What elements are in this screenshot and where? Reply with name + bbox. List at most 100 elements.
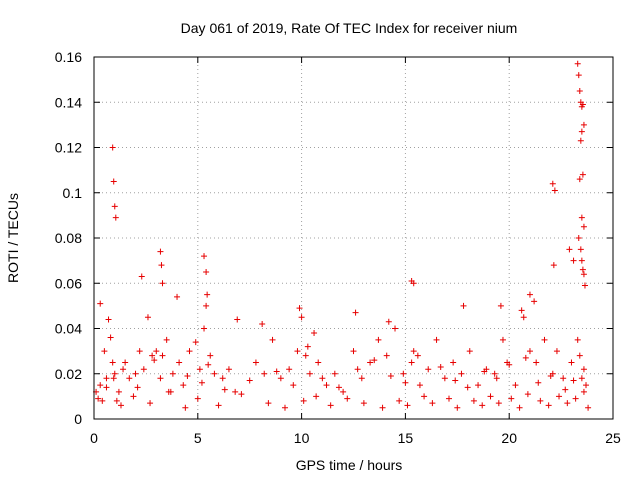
data-point xyxy=(313,393,320,400)
data-point xyxy=(234,316,241,323)
data-point xyxy=(375,336,382,343)
data-point xyxy=(497,302,504,309)
data-point xyxy=(215,402,222,409)
data-point xyxy=(130,393,137,400)
y-tick-label: 0.12 xyxy=(55,140,82,156)
y-tick-label: 0.1 xyxy=(63,185,83,201)
data-point xyxy=(259,320,266,327)
data-point xyxy=(323,382,330,389)
data-point xyxy=(367,359,374,366)
data-point xyxy=(97,300,104,307)
data-point xyxy=(144,314,151,321)
data-point xyxy=(157,375,164,382)
data-point xyxy=(140,366,147,373)
data-point xyxy=(111,203,118,210)
data-point xyxy=(580,366,587,373)
data-point xyxy=(134,384,141,391)
data-point xyxy=(149,352,156,359)
data-point xyxy=(132,370,139,377)
data-point xyxy=(580,271,587,278)
y-tick-label: 0.08 xyxy=(55,230,82,246)
data-point xyxy=(252,359,259,366)
y-tick-label: 0.06 xyxy=(55,275,82,291)
data-point xyxy=(437,363,444,370)
data-point xyxy=(158,262,165,269)
data-point xyxy=(579,171,586,178)
data-point xyxy=(416,382,423,389)
x-tick-label: 0 xyxy=(90,430,98,446)
data-point xyxy=(219,375,226,382)
data-point xyxy=(352,309,359,316)
x-tick-label: 20 xyxy=(501,430,517,446)
data-point xyxy=(383,352,390,359)
data-point xyxy=(400,370,407,377)
y-tick-label: 0.02 xyxy=(55,366,82,382)
data-point xyxy=(577,246,584,253)
data-point xyxy=(580,223,587,230)
data-point xyxy=(300,397,307,404)
data-point xyxy=(578,257,585,264)
data-point xyxy=(198,379,205,386)
data-point xyxy=(531,298,538,305)
data-point xyxy=(570,257,577,264)
data-point xyxy=(203,302,210,309)
data-point xyxy=(153,348,160,355)
data-point xyxy=(402,379,409,386)
data-point xyxy=(526,291,533,298)
data-point xyxy=(512,382,519,389)
data-point xyxy=(518,307,525,314)
data-point xyxy=(186,348,193,355)
data-point xyxy=(294,348,301,355)
data-point xyxy=(396,397,403,404)
data-point xyxy=(458,370,465,377)
data-point xyxy=(117,402,124,409)
data-point xyxy=(211,370,218,377)
data-point xyxy=(566,246,573,253)
data-point xyxy=(578,214,585,221)
data-point xyxy=(564,400,571,407)
data-point xyxy=(304,343,311,350)
y-tick-label: 0.04 xyxy=(55,321,82,337)
data-point xyxy=(344,395,351,402)
data-point xyxy=(277,375,284,382)
data-point xyxy=(580,388,587,395)
data-point xyxy=(408,359,415,366)
data-point xyxy=(319,375,326,382)
data-point xyxy=(533,359,540,366)
y-axis-label: ROTI / TECUs xyxy=(5,193,21,283)
data-point xyxy=(136,348,143,355)
data-point xyxy=(385,318,392,325)
data-point xyxy=(387,373,394,380)
data-point xyxy=(194,395,201,402)
grid-lines xyxy=(94,57,613,419)
data-point xyxy=(392,325,399,332)
data-point xyxy=(581,282,588,289)
data-point xyxy=(560,375,567,382)
y-tick-label: 0 xyxy=(74,411,82,427)
data-point xyxy=(103,384,110,391)
data-point xyxy=(576,352,583,359)
data-point xyxy=(331,370,338,377)
data-point xyxy=(475,382,482,389)
x-axis-label: GPS time / hours xyxy=(296,457,403,473)
data-point xyxy=(429,400,436,407)
data-point xyxy=(470,397,477,404)
data-point xyxy=(579,101,586,108)
data-point xyxy=(454,404,461,411)
data-point xyxy=(105,316,112,323)
data-point xyxy=(371,357,378,364)
data-point xyxy=(335,384,342,391)
data-point xyxy=(535,379,542,386)
data-point xyxy=(163,336,170,343)
x-tick-label: 15 xyxy=(398,430,414,446)
data-point xyxy=(524,391,531,398)
chart-title: Day 061 of 2019, Rate Of TEC Index for r… xyxy=(181,20,518,36)
data-point xyxy=(225,366,232,373)
data-point xyxy=(261,370,268,377)
data-point xyxy=(167,388,174,395)
data-point xyxy=(138,273,145,280)
y-tick-label: 0.14 xyxy=(55,94,82,110)
data-point xyxy=(157,248,164,255)
data-point xyxy=(265,400,272,407)
data-point xyxy=(520,314,527,321)
